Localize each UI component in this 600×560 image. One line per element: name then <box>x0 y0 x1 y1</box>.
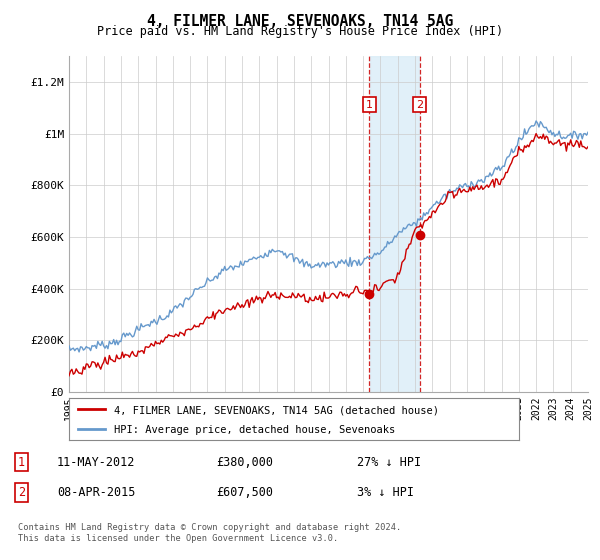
Text: £607,500: £607,500 <box>216 486 273 500</box>
Text: Price paid vs. HM Land Registry's House Price Index (HPI): Price paid vs. HM Land Registry's House … <box>97 25 503 38</box>
Text: £380,000: £380,000 <box>216 455 273 469</box>
Text: 1: 1 <box>18 455 25 469</box>
Text: 4, FILMER LANE, SEVENOAKS, TN14 5AG: 4, FILMER LANE, SEVENOAKS, TN14 5AG <box>147 14 453 29</box>
Text: 1: 1 <box>366 100 373 110</box>
Text: 08-APR-2015: 08-APR-2015 <box>57 486 136 500</box>
Text: 11-MAY-2012: 11-MAY-2012 <box>57 455 136 469</box>
Text: HPI: Average price, detached house, Sevenoaks: HPI: Average price, detached house, Seve… <box>114 425 395 435</box>
Text: 4, FILMER LANE, SEVENOAKS, TN14 5AG (detached house): 4, FILMER LANE, SEVENOAKS, TN14 5AG (det… <box>114 405 439 415</box>
Text: 3% ↓ HPI: 3% ↓ HPI <box>357 486 414 500</box>
Text: 2: 2 <box>416 100 423 110</box>
Text: 27% ↓ HPI: 27% ↓ HPI <box>357 455 421 469</box>
Text: Contains HM Land Registry data © Crown copyright and database right 2024.
This d: Contains HM Land Registry data © Crown c… <box>18 524 401 543</box>
Text: 2: 2 <box>18 486 25 500</box>
